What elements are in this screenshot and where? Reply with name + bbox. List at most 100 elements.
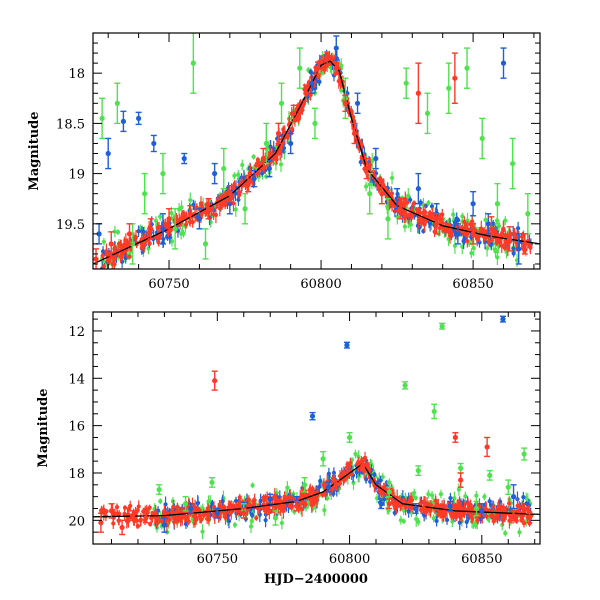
blue-observation bbox=[515, 221, 521, 235]
green-data-point bbox=[479, 117, 486, 160]
green-data-point bbox=[521, 447, 528, 461]
red-data-point bbox=[187, 205, 194, 223]
green-observation bbox=[278, 156, 284, 172]
red-observation bbox=[147, 504, 152, 511]
green-data-point bbox=[190, 33, 197, 94]
red-data-point bbox=[510, 510, 517, 522]
x-tick-label: 60750 bbox=[197, 552, 238, 567]
green-observation bbox=[387, 478, 392, 487]
blue-data-point bbox=[447, 500, 454, 512]
red-data-point bbox=[126, 223, 133, 245]
red-observation bbox=[437, 213, 442, 225]
blue-data-point bbox=[308, 72, 315, 94]
red-observation bbox=[278, 149, 283, 156]
green-observation bbox=[158, 498, 163, 505]
red-observation bbox=[180, 213, 185, 224]
red-observation bbox=[336, 73, 341, 89]
green-observation bbox=[493, 246, 498, 253]
green-data-point bbox=[386, 486, 393, 498]
red-observation bbox=[254, 162, 259, 168]
blue-data-point bbox=[454, 223, 461, 245]
bottom-light-curve-panel: 60750 60800 60850 12 14 16 18 20 Magnitude HJD−… bbox=[36, 311, 541, 587]
green-observation bbox=[406, 188, 411, 204]
blue-data-point bbox=[485, 213, 492, 235]
red-observation bbox=[285, 494, 290, 503]
green-observation bbox=[429, 490, 435, 500]
red-observation bbox=[211, 208, 216, 220]
green-observation bbox=[482, 493, 487, 501]
red-data-point bbox=[315, 61, 322, 75]
green-observation bbox=[426, 200, 431, 206]
blue-observation bbox=[326, 467, 331, 480]
red-data-point bbox=[386, 498, 393, 510]
red-observation bbox=[440, 208, 445, 221]
blue-data-point bbox=[187, 503, 194, 514]
blue-data-point bbox=[372, 147, 379, 170]
red-observation bbox=[162, 508, 167, 514]
green-observation bbox=[279, 516, 284, 530]
red-observation bbox=[100, 252, 105, 259]
green-data-point bbox=[182, 495, 189, 512]
red-observation bbox=[412, 200, 417, 206]
green-data-point bbox=[424, 92, 431, 135]
blue-observation bbox=[364, 474, 369, 484]
blue-data-point bbox=[150, 134, 157, 153]
top-data-points bbox=[93, 33, 531, 269]
red-observation bbox=[274, 154, 279, 165]
red-observation bbox=[165, 506, 170, 521]
y-tick-label: 14 bbox=[68, 372, 85, 387]
green-observation bbox=[452, 237, 458, 254]
red-observation bbox=[122, 507, 127, 520]
blue-data-point bbox=[309, 411, 316, 421]
red-observation bbox=[407, 495, 412, 509]
green-observation bbox=[496, 220, 502, 233]
red-observation bbox=[104, 243, 109, 260]
red-observation bbox=[223, 509, 228, 521]
blue-data-point bbox=[196, 208, 203, 230]
red-data-point bbox=[142, 512, 149, 524]
red-observation bbox=[404, 212, 409, 219]
red-data-point bbox=[415, 62, 422, 125]
blue-data-point bbox=[510, 484, 517, 510]
blue-data-point bbox=[105, 137, 112, 170]
blue-data-point bbox=[287, 132, 294, 155]
red-observation bbox=[462, 216, 467, 228]
blue-data-point bbox=[499, 315, 506, 323]
green-observation bbox=[232, 521, 238, 529]
green-observation bbox=[101, 238, 107, 246]
red-data-point bbox=[433, 213, 440, 235]
green-data-point bbox=[494, 182, 501, 225]
green-observation bbox=[503, 216, 508, 226]
red-observation bbox=[440, 508, 445, 521]
blue-data-point bbox=[470, 190, 477, 217]
red-data-point bbox=[324, 51, 331, 65]
green-data-point bbox=[278, 82, 285, 125]
x-tick-label: 60850 bbox=[461, 552, 502, 567]
red-observation bbox=[281, 503, 286, 519]
red-data-point bbox=[420, 503, 427, 514]
red-observation bbox=[500, 513, 505, 524]
green-observation bbox=[483, 212, 488, 228]
green-observation bbox=[322, 504, 327, 516]
model-line bbox=[93, 462, 540, 518]
red-observation bbox=[177, 213, 182, 227]
red-data-point bbox=[452, 432, 459, 443]
red-observation bbox=[458, 502, 463, 516]
green-data-point bbox=[202, 228, 209, 260]
blue-observation bbox=[434, 515, 439, 527]
red-observation bbox=[474, 232, 480, 242]
blue-data-point bbox=[354, 92, 361, 115]
blue-observation bbox=[521, 491, 526, 503]
red-observation bbox=[254, 515, 259, 521]
red-observation bbox=[183, 220, 189, 229]
red-observation bbox=[502, 505, 507, 512]
green-data-point bbox=[473, 500, 480, 517]
green-observation bbox=[240, 159, 245, 171]
red-observation bbox=[517, 501, 522, 512]
green-data-point bbox=[457, 462, 464, 474]
green-observation bbox=[438, 489, 444, 499]
red-observation bbox=[341, 466, 346, 479]
blue-data-point bbox=[478, 503, 485, 519]
blue-data-point bbox=[267, 493, 274, 505]
red-observation bbox=[126, 505, 132, 513]
